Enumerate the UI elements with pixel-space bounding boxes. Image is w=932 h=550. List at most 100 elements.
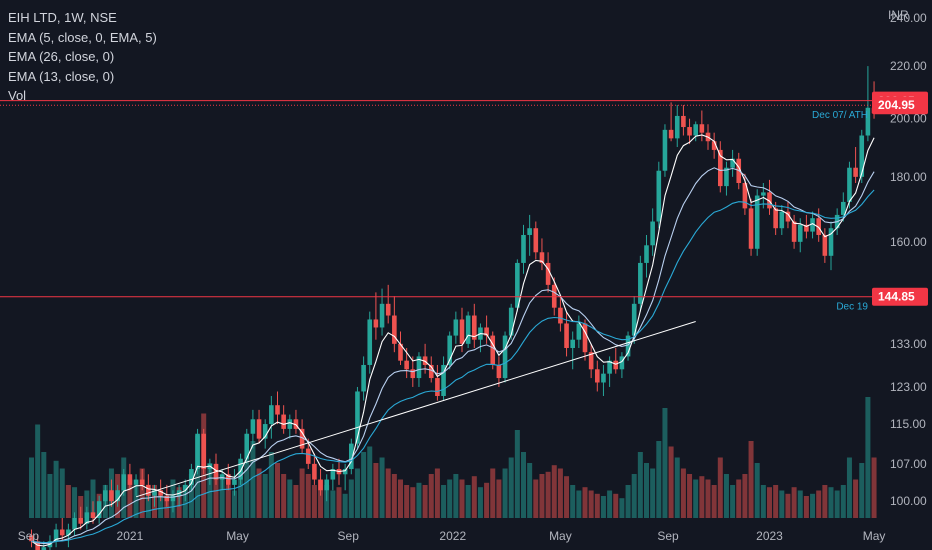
volume-bar	[225, 485, 231, 518]
candle-body	[570, 339, 575, 348]
x-tick-label: Sep	[657, 529, 679, 543]
candle-body	[521, 234, 526, 263]
candle-body	[201, 433, 206, 470]
candle-body	[72, 518, 77, 530]
candle-body	[724, 167, 729, 187]
volume-bar	[465, 485, 471, 518]
candle-body	[416, 356, 422, 379]
volume-bar	[650, 468, 656, 518]
candle-body	[435, 378, 440, 397]
price-axis[interactable]: 100.00 107.00 115.00 123.00 133.00 160.00 180.…	[890, 11, 927, 508]
volume-bar	[195, 435, 201, 518]
volume-bar	[219, 479, 225, 518]
candle-body	[588, 352, 594, 370]
volume-bar	[281, 474, 287, 518]
volume-bar	[65, 485, 71, 518]
volume-bar	[324, 485, 330, 518]
legend-ema-13[interactable]: EMA (13, close, 0)	[8, 68, 115, 84]
candle-body	[865, 107, 871, 136]
volume-bar	[533, 479, 539, 518]
legend-ema-5[interactable]: EMA (5, close, 0, EMA, 5)	[8, 29, 157, 45]
y-tick-label: 200.00	[890, 112, 927, 126]
candle-body	[625, 335, 631, 357]
x-tick-label: Sep	[338, 529, 360, 543]
ema-lines	[31, 134, 875, 547]
volume-bar	[785, 493, 791, 518]
volume-bar	[791, 487, 797, 518]
candle-body	[638, 262, 643, 304]
candle-body	[158, 490, 163, 496]
legend-symbol[interactable]: EIH LTD, 1W, NSE	[8, 10, 117, 25]
candle-body	[238, 458, 243, 480]
current-price-tag	[872, 96, 928, 115]
candle-body	[804, 224, 809, 232]
volume-bar	[471, 476, 477, 518]
candle-body	[96, 501, 102, 518]
volume-bar	[379, 457, 385, 518]
y-tick-label: 133.00	[890, 337, 927, 351]
legend-volume[interactable]: Vol	[8, 88, 27, 103]
ema-13-line	[31, 167, 875, 545]
candle-body	[379, 303, 385, 328]
volume-bar	[41, 452, 47, 518]
candle-body	[859, 135, 865, 177]
candle-body	[139, 479, 145, 485]
candle-body	[662, 129, 668, 171]
volume-bar	[521, 452, 526, 518]
candle-body	[189, 469, 194, 485]
volume-bar	[410, 487, 416, 518]
volume-bar	[29, 457, 34, 518]
candle-body	[78, 518, 83, 524]
legend-ema-26[interactable]: EMA (26, close, 0)	[8, 49, 115, 64]
candle-body	[293, 419, 299, 429]
volume-bar	[373, 463, 379, 518]
volume-bar	[545, 471, 551, 518]
candle-body	[422, 356, 428, 365]
candle-body	[847, 167, 852, 202]
volume-bar	[810, 493, 816, 518]
x-tick-label: May	[226, 529, 249, 543]
volume-bar	[865, 397, 871, 518]
volume-bar	[662, 408, 668, 518]
volume-bar	[502, 468, 508, 518]
candle-body	[539, 252, 545, 263]
trendline	[135, 320, 696, 498]
candle-body	[53, 529, 59, 542]
candle-body	[797, 224, 803, 242]
candle-body	[90, 512, 96, 518]
candle-body	[324, 479, 329, 491]
candle-body	[281, 414, 286, 429]
volume-bar	[693, 479, 699, 518]
volume-bar	[717, 457, 723, 518]
volume-bar	[47, 474, 53, 518]
candle-body	[349, 443, 354, 470]
x-tick-label: 2022	[439, 529, 466, 543]
x-tick-label: 2021	[117, 529, 144, 543]
volume-bar	[256, 468, 262, 518]
candle-body	[164, 495, 170, 502]
candle-body	[484, 327, 489, 336]
candle-body	[496, 364, 502, 379]
volume-bar	[570, 485, 576, 518]
volume-bar	[797, 490, 803, 518]
volume-bar	[496, 479, 502, 518]
volume-bar	[644, 463, 649, 518]
volume-bar	[90, 479, 96, 518]
volume-bar	[459, 479, 465, 518]
candle-body	[275, 405, 280, 415]
candle-body	[226, 474, 231, 485]
candle-body	[361, 364, 366, 392]
chart-legend: EIH LTD, 1W, NSE EMA (5, close, 0, EMA, …	[8, 8, 157, 106]
candle-body	[502, 335, 508, 379]
volume-bar	[594, 493, 600, 518]
candle-body	[841, 201, 846, 215]
candle-body	[582, 323, 588, 353]
candle-body	[385, 303, 391, 316]
volume-bar	[631, 474, 637, 518]
ema-5-line	[31, 134, 875, 547]
volume-bar	[361, 452, 367, 518]
time-axis[interactable]: Sep 2021 May Sep 2022 May Sep 2023 May	[18, 529, 886, 543]
candle-body	[767, 192, 772, 209]
